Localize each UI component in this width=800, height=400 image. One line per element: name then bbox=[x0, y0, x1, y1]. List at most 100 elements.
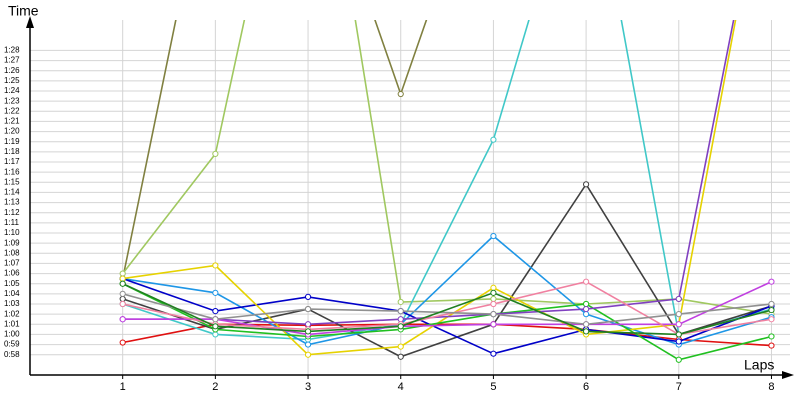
series-line bbox=[122, 293, 772, 326]
point bbox=[119, 316, 126, 323]
point bbox=[397, 343, 404, 350]
y-tick-label: 1:19 bbox=[4, 137, 20, 146]
point bbox=[490, 300, 497, 308]
series-line bbox=[122, 20, 772, 315]
series-line bbox=[122, 20, 772, 341]
y-tick-label: 1:12 bbox=[4, 208, 20, 217]
point bbox=[490, 284, 497, 291]
point bbox=[490, 350, 497, 357]
point bbox=[768, 316, 775, 323]
y-tick-label: 1:10 bbox=[4, 228, 20, 237]
y-tick-label: 1:28 bbox=[4, 46, 20, 55]
point bbox=[582, 328, 590, 335]
y-tick-label: 1:22 bbox=[4, 106, 20, 115]
point bbox=[768, 342, 775, 349]
point bbox=[397, 308, 404, 315]
y-tick-label: 1:04 bbox=[4, 289, 20, 298]
point bbox=[119, 280, 126, 287]
point bbox=[490, 232, 497, 240]
point bbox=[490, 289, 497, 296]
y-tick-label: 1:08 bbox=[4, 248, 20, 257]
point bbox=[212, 150, 219, 157]
point bbox=[212, 289, 219, 296]
y-tick-label: 1:15 bbox=[4, 177, 20, 186]
point bbox=[490, 295, 497, 303]
point bbox=[582, 300, 590, 308]
y-tick-label: 1:27 bbox=[4, 56, 20, 65]
point bbox=[490, 136, 497, 143]
point bbox=[582, 305, 590, 313]
point bbox=[675, 295, 682, 303]
y-axis-label: Time bbox=[8, 3, 39, 19]
y-tick-label: 1:11 bbox=[4, 218, 20, 227]
y-tick-label: 0:59 bbox=[4, 340, 20, 349]
point bbox=[304, 328, 312, 335]
point bbox=[490, 311, 497, 318]
x-tick-label: 5 bbox=[490, 381, 496, 393]
point bbox=[119, 275, 126, 282]
series-line bbox=[122, 282, 772, 361]
y-axis-arrow bbox=[26, 16, 34, 28]
point bbox=[582, 311, 590, 318]
point bbox=[397, 316, 404, 323]
series-line bbox=[122, 282, 772, 336]
y-tick-label: 1:24 bbox=[4, 86, 20, 95]
y-tick-label: 1:00 bbox=[4, 330, 20, 339]
point bbox=[212, 316, 219, 323]
x-tick-label: 8 bbox=[768, 381, 774, 393]
x-tick-label: 2 bbox=[212, 381, 218, 393]
point bbox=[675, 338, 682, 345]
point bbox=[304, 293, 312, 300]
point bbox=[582, 321, 590, 328]
y-tick-label: 1:05 bbox=[4, 279, 20, 288]
point bbox=[768, 333, 775, 340]
x-tick-label: 3 bbox=[305, 381, 311, 393]
point bbox=[768, 300, 775, 308]
y-tick-label: 1:17 bbox=[4, 157, 20, 166]
point bbox=[582, 181, 590, 188]
point bbox=[397, 353, 404, 360]
point bbox=[675, 311, 682, 318]
point bbox=[212, 331, 219, 338]
point bbox=[212, 262, 219, 269]
point bbox=[397, 323, 404, 330]
point bbox=[397, 90, 404, 98]
point bbox=[119, 270, 126, 277]
series-line bbox=[122, 277, 772, 355]
y-tick-label: 1:20 bbox=[4, 127, 20, 136]
point bbox=[212, 308, 219, 315]
point bbox=[304, 341, 312, 348]
x-tick-label: 6 bbox=[583, 381, 589, 393]
y-tick-label: 1:18 bbox=[4, 147, 20, 156]
y-tick-label: 1:06 bbox=[4, 269, 20, 278]
point bbox=[675, 331, 682, 338]
x-tick-label: 4 bbox=[398, 381, 404, 393]
point bbox=[675, 356, 682, 363]
point bbox=[304, 351, 312, 358]
y-tick-label: 1:02 bbox=[4, 309, 20, 318]
y-tick-label: 1:21 bbox=[4, 117, 20, 126]
point bbox=[119, 300, 126, 308]
y-tick-label: 1:09 bbox=[4, 238, 20, 247]
point bbox=[768, 306, 775, 314]
point bbox=[304, 305, 312, 313]
point bbox=[675, 321, 682, 328]
y-tick-label: 1:25 bbox=[4, 76, 20, 85]
x-tick-label: 7 bbox=[676, 381, 682, 393]
plot-area bbox=[119, 20, 775, 363]
y-tick-label: 1:16 bbox=[4, 167, 20, 176]
point bbox=[212, 323, 219, 330]
point bbox=[490, 321, 497, 328]
point bbox=[119, 295, 126, 303]
point bbox=[304, 321, 312, 328]
y-tick-label: 1:01 bbox=[4, 319, 20, 328]
y-tick-label: 1:07 bbox=[4, 259, 20, 268]
y-tick-label: 1:13 bbox=[4, 198, 20, 207]
y-tick-label: 1:14 bbox=[4, 188, 20, 197]
series-line bbox=[122, 20, 735, 326]
x-axis-arrow bbox=[782, 371, 794, 379]
y-tick-label: 1:23 bbox=[4, 96, 20, 105]
series-line bbox=[122, 280, 772, 336]
point bbox=[119, 339, 126, 346]
